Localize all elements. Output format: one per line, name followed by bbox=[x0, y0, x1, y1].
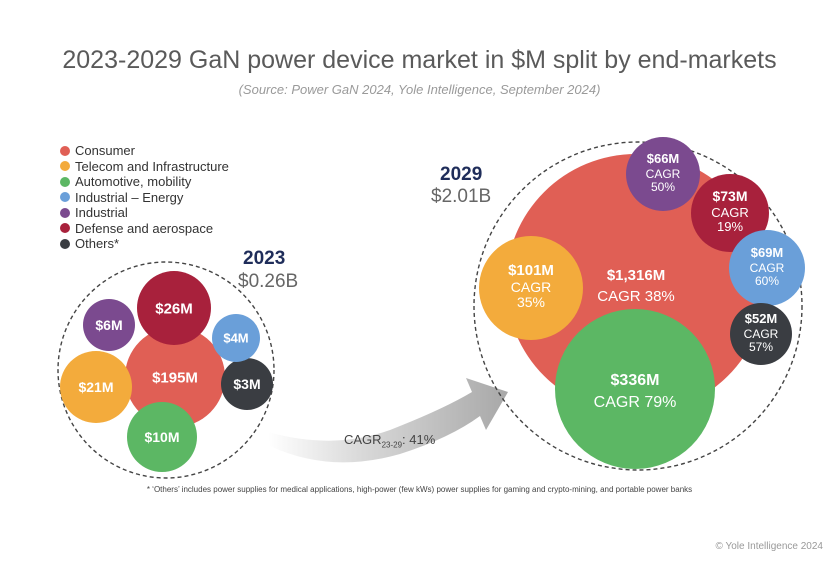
legend-swatch bbox=[60, 161, 70, 172]
bubble-value-label: $4M bbox=[223, 331, 248, 346]
legend-item: Industrial bbox=[60, 205, 229, 221]
legend-label: Industrial – Energy bbox=[75, 189, 184, 205]
bubble-2023 bbox=[221, 358, 273, 410]
legend-item: Telecom and Infrastructure bbox=[60, 159, 229, 175]
bubble-cagr-value: 60% bbox=[755, 274, 779, 288]
bubble-cagr-value: 57% bbox=[749, 340, 773, 354]
bubble-cagr-value: 50% bbox=[651, 180, 675, 194]
year-2023-label: 2023 bbox=[243, 248, 286, 269]
bubble-value-label: $52M bbox=[745, 311, 778, 326]
bubble-cagr-label: CAGR bbox=[744, 327, 779, 341]
legend-swatch bbox=[60, 223, 70, 234]
bubble-cagr-value: 35% bbox=[517, 294, 545, 310]
bubble-cagr-label: CAGR bbox=[511, 279, 551, 295]
legend-swatch bbox=[60, 207, 70, 218]
legend-item: Others* bbox=[60, 236, 229, 252]
bubble-2029 bbox=[479, 236, 583, 340]
bubble-cagr-label: CAGR 79% bbox=[594, 394, 677, 411]
bubble-value-label: $195M bbox=[152, 369, 198, 386]
total-2023-label: $0.26B bbox=[238, 271, 299, 292]
legend-label: Telecom and Infrastructure bbox=[75, 158, 229, 174]
legend-label: Industrial bbox=[75, 205, 128, 221]
chart-subtitle: (Source: Power GaN 2024, Yole Intelligen… bbox=[238, 82, 601, 97]
cagr-prefix: CAGR bbox=[344, 432, 382, 447]
legend-swatch bbox=[60, 176, 70, 187]
overall-cagr-label: CAGR23-29: 41% bbox=[344, 432, 435, 450]
bubble-2023 bbox=[127, 402, 197, 472]
copyright: © Yole Intelligence 2024 bbox=[715, 541, 823, 552]
legend-label: Automotive, mobility bbox=[75, 174, 192, 190]
bubble-cagr-label: CAGR 38% bbox=[597, 288, 675, 305]
bubble-value-label: $26M bbox=[155, 300, 193, 317]
group-2029-outline bbox=[473, 141, 803, 471]
bubble-value-label: $69M bbox=[751, 245, 784, 260]
legend-item: Industrial – Energy bbox=[60, 190, 229, 206]
bubble-value-label: $1,316M bbox=[607, 267, 665, 284]
legend-item: Consumer bbox=[60, 143, 229, 159]
bubble-cagr-label: CAGR bbox=[750, 261, 785, 275]
bubble-value-label: $6M bbox=[95, 317, 122, 333]
cagr-value: : 41% bbox=[402, 432, 436, 447]
bubble-2023 bbox=[83, 299, 135, 351]
legend-swatch bbox=[60, 238, 70, 249]
bubble-value-label: $73M bbox=[712, 188, 747, 204]
group-2023-outline bbox=[57, 261, 275, 479]
growth-arrow bbox=[268, 378, 508, 463]
bubble-cagr-label: CAGR bbox=[711, 205, 749, 220]
bubble-value-label: $3M bbox=[233, 376, 260, 392]
legend-swatch bbox=[60, 192, 70, 203]
bubble-value-label: $336M bbox=[611, 372, 660, 389]
legend-item: Automotive, mobility bbox=[60, 174, 229, 190]
bubble-value-label: $21M bbox=[78, 379, 113, 395]
bubble-cagr-value: 19% bbox=[717, 219, 743, 234]
bubble-2023 bbox=[60, 351, 132, 423]
bubble-2029 bbox=[691, 174, 769, 252]
legend-label: Others* bbox=[75, 236, 120, 252]
bubble-2029 bbox=[729, 230, 805, 306]
chart-title: 2023-2029 GaN power device market in $M … bbox=[62, 46, 777, 74]
legend-label: Consumer bbox=[75, 143, 135, 159]
bubble-value-label: $10M bbox=[144, 429, 179, 445]
total-2029-label: $2.01B bbox=[431, 186, 492, 207]
bubble-value-label: $101M bbox=[508, 262, 554, 279]
bubble-value-label: $66M bbox=[647, 151, 680, 166]
legend: Consumer Telecom and Infrastructure Auto… bbox=[60, 143, 229, 252]
bubble-2023 bbox=[137, 271, 211, 345]
bubble-2029 bbox=[555, 309, 715, 469]
bubble-2023 bbox=[125, 327, 225, 427]
cagr-period: 23-29 bbox=[381, 440, 403, 450]
bubble-2029 bbox=[730, 303, 792, 365]
bubble-cagr-label: CAGR bbox=[646, 167, 681, 181]
year-2029-label: 2029 bbox=[440, 164, 483, 185]
bubble-2023 bbox=[212, 314, 260, 362]
legend-swatch bbox=[60, 145, 70, 156]
legend-label: Defense and aerospace bbox=[75, 220, 214, 236]
footnote: * ‘Others’ includes power supplies for m… bbox=[146, 485, 693, 494]
legend-item: Defense and aerospace bbox=[60, 221, 229, 237]
bubble-2029 bbox=[626, 137, 700, 211]
